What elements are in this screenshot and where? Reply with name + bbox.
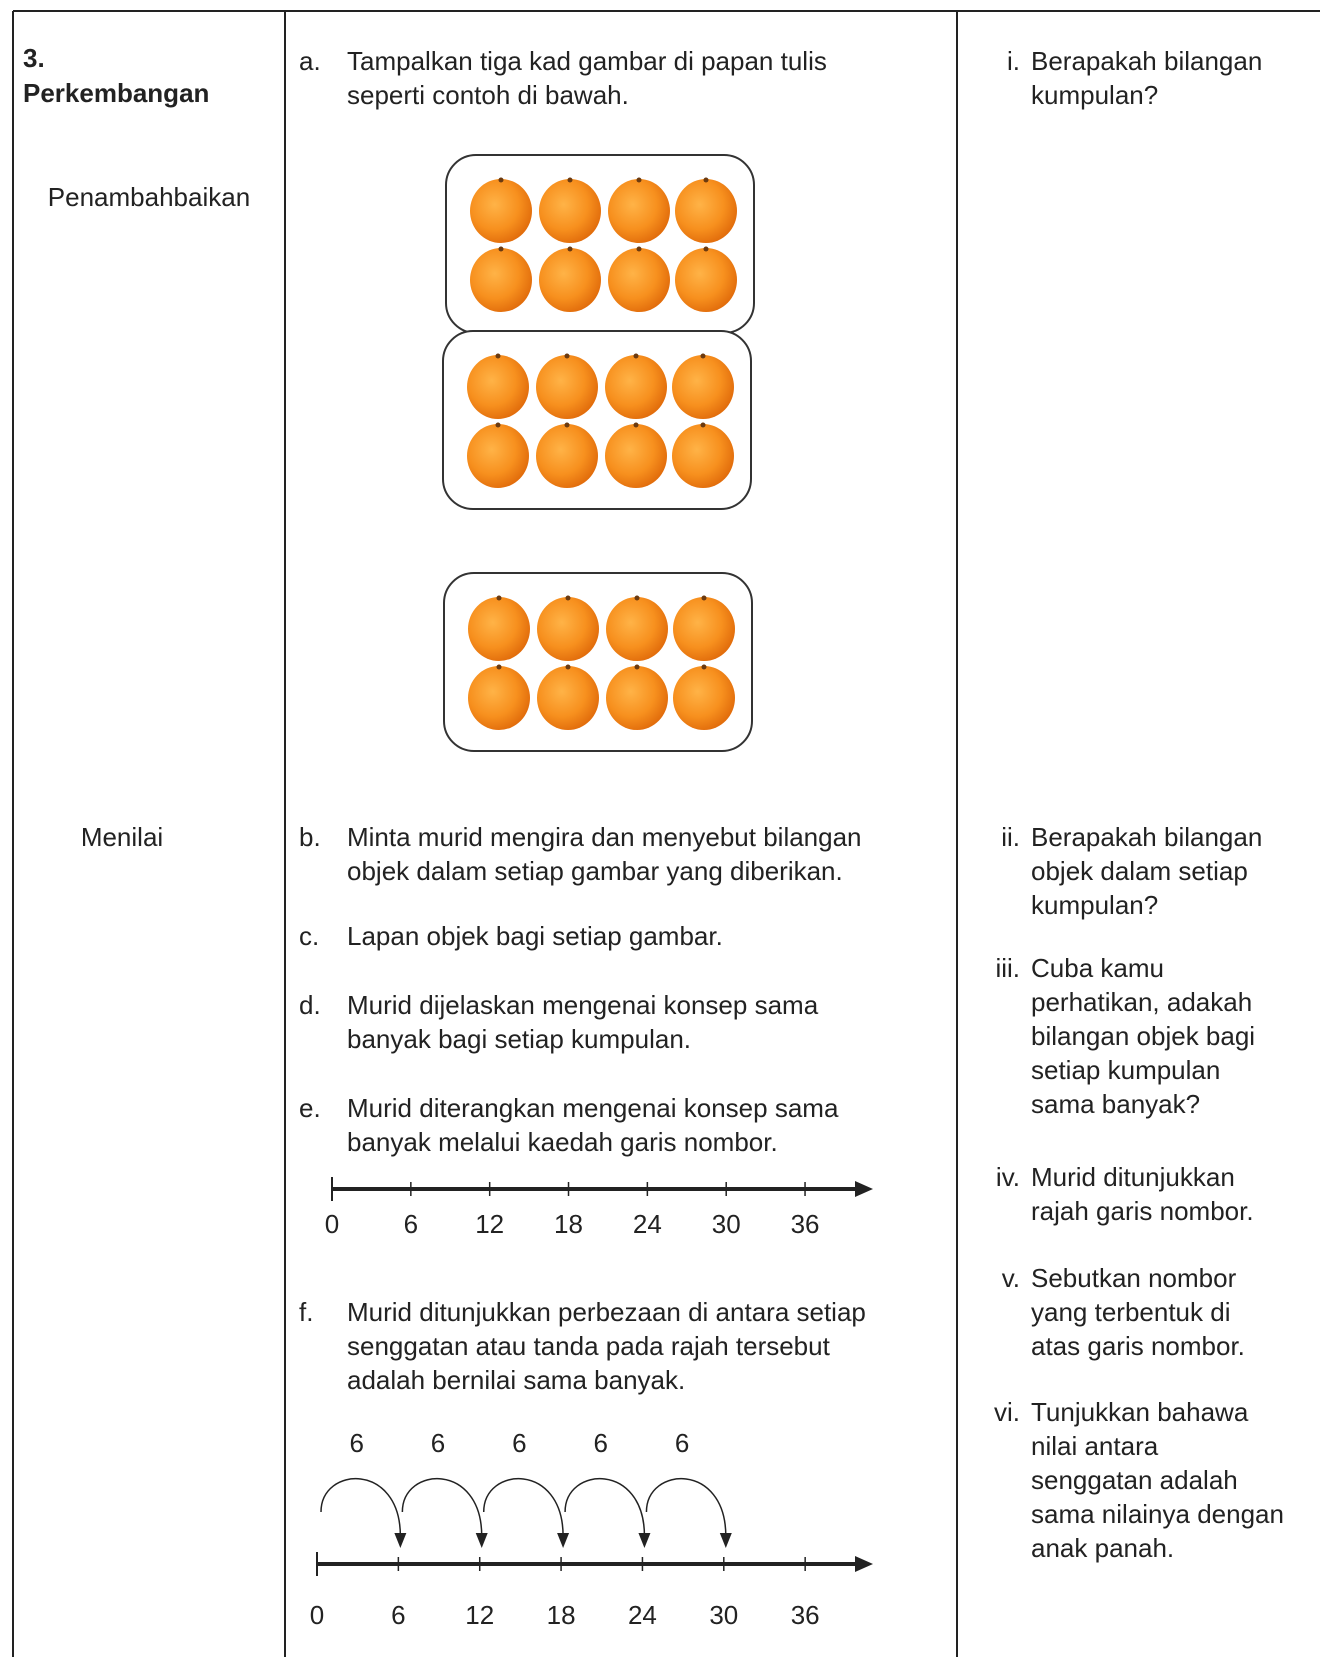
question-marker: iii.: [995, 953, 1020, 983]
jump-arrowhead: [557, 1533, 570, 1548]
question-marker: iv.: [996, 1162, 1020, 1192]
question-text: Murid ditunjukkan: [1031, 1162, 1235, 1192]
step-text: Murid dijelaskan mengenai konsep sama: [347, 990, 819, 1020]
step-text: banyak bagi setiap kumpulan.: [347, 1024, 691, 1054]
question-text: kumpulan?: [1031, 890, 1158, 920]
question-text: nilai antara: [1031, 1431, 1159, 1461]
step-text: senggatan atau tanda pada rajah tersebut: [347, 1331, 831, 1361]
step-text: Minta murid mengira dan menyebut bilanga…: [347, 822, 862, 852]
jump-arc: [645, 1477, 727, 1537]
jump-arrowhead: [719, 1533, 732, 1548]
step-text: objek dalam setiap gambar yang diberikan…: [347, 856, 843, 886]
question-text: kumpulan?: [1031, 80, 1158, 110]
question-text: setiap kumpulan: [1031, 1055, 1220, 1085]
jump-arc: [482, 1477, 564, 1537]
question-text: objek dalam setiap: [1031, 856, 1248, 886]
jump-arc: [564, 1477, 646, 1537]
question-text: Tunjukkan bahawa: [1031, 1397, 1249, 1427]
section-number: 3.: [23, 43, 45, 73]
question-text: yang terbentuk di: [1031, 1297, 1230, 1327]
step-marker: b.: [299, 822, 321, 852]
tick-label: 36: [791, 1209, 820, 1239]
question-marker: i.: [1007, 46, 1020, 76]
question-text: Cuba kamu: [1031, 953, 1164, 983]
jump-arrowhead: [475, 1533, 488, 1548]
picture-card: [444, 573, 752, 751]
question-text: rajah garis nombor.: [1031, 1196, 1254, 1226]
step-text: Murid diterangkan mengenai konsep sama: [347, 1093, 839, 1123]
question-text: Berapakah bilangan: [1031, 822, 1262, 852]
step-marker: a.: [299, 46, 321, 76]
stage-label: Penambahbaikan: [48, 182, 250, 212]
jump-label: 6: [431, 1428, 445, 1458]
picture-card: [443, 331, 751, 509]
question-text: atas garis nombor.: [1031, 1331, 1245, 1361]
tick-label: 24: [628, 1600, 657, 1630]
tick-label: 30: [709, 1600, 738, 1630]
tick-label: 18: [554, 1209, 583, 1239]
question-text: Sebutkan nombor: [1031, 1263, 1237, 1293]
question-marker: v.: [1002, 1263, 1020, 1293]
step-text: adalah bernilai sama banyak.: [347, 1365, 685, 1395]
question-text: Berapakah bilangan: [1031, 46, 1262, 76]
question-text: perhatikan, adakah: [1031, 987, 1252, 1017]
question-text: bilangan objek bagi: [1031, 1021, 1255, 1051]
step-text: Tampalkan tiga kad gambar di papan tulis: [347, 46, 827, 76]
tick-label: 12: [465, 1600, 494, 1630]
question-text: anak panah.: [1031, 1533, 1174, 1563]
tick-label: 6: [404, 1209, 418, 1239]
question-text: sama banyak?: [1031, 1089, 1200, 1119]
number-line-arrow: [855, 1556, 873, 1572]
stage-label: Menilai: [81, 822, 163, 852]
question-text: sama nilainya dengan: [1031, 1499, 1284, 1529]
step-text: banyak melalui kaedah garis nombor.: [347, 1127, 778, 1157]
tick-label: 12: [475, 1209, 504, 1239]
tick-label: 6: [391, 1600, 405, 1630]
section-title: Perkembangan: [23, 78, 209, 108]
question-marker: vi.: [994, 1397, 1020, 1427]
tick-label: 0: [310, 1600, 324, 1630]
number-line-arrow: [855, 1181, 873, 1197]
tick-label: 0: [325, 1209, 339, 1239]
question-text: senggatan adalah: [1031, 1465, 1238, 1495]
jump-arc: [401, 1477, 483, 1537]
jump-label: 6: [512, 1428, 526, 1458]
tick-label: 24: [633, 1209, 662, 1239]
jump-arc: [320, 1477, 402, 1537]
step-text: seperti contoh di bawah.: [347, 80, 629, 110]
jump-label: 6: [349, 1428, 363, 1458]
step-marker: e.: [299, 1093, 321, 1123]
question-marker: ii.: [1001, 822, 1020, 852]
tick-label: 30: [712, 1209, 741, 1239]
step-text: Murid ditunjukkan perbezaan di antara se…: [347, 1297, 866, 1327]
jump-label: 6: [594, 1428, 608, 1458]
step-marker: d.: [299, 990, 321, 1020]
picture-card: [446, 155, 754, 333]
step-text: Lapan objek bagi setiap gambar.: [347, 921, 723, 951]
step-marker: f.: [299, 1297, 313, 1327]
tick-label: 36: [791, 1600, 820, 1630]
jump-label: 6: [675, 1428, 689, 1458]
step-marker: c.: [299, 921, 319, 951]
jump-arrowhead: [638, 1533, 651, 1548]
table-borders: [12, 10, 1320, 1657]
tick-label: 18: [547, 1600, 576, 1630]
jump-arrowhead: [394, 1533, 407, 1548]
